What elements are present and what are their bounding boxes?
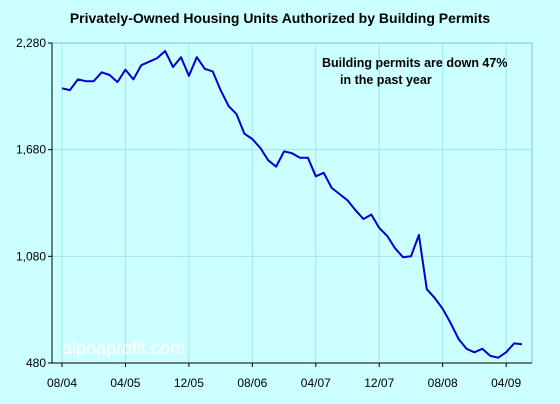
x-tick-label: 08/06 <box>237 376 267 390</box>
data-point <box>93 80 95 82</box>
data-point <box>378 227 380 229</box>
chart-title: Privately-Owned Housing Units Authorized… <box>69 10 491 26</box>
data-point <box>69 89 71 91</box>
annotation-line-1: Building permits are down 47% <box>322 56 507 70</box>
data-point <box>323 172 325 174</box>
data-point <box>196 56 198 58</box>
data-point <box>299 157 301 159</box>
data-point <box>394 247 396 249</box>
data-point <box>402 256 404 258</box>
data-point <box>204 68 206 70</box>
x-tick-labels: 08/04 04/05 12/05 08/06 04/07 12/07 08/08 04/09 <box>47 376 521 390</box>
data-point <box>386 235 388 237</box>
data-point <box>109 74 111 76</box>
data-point <box>362 218 364 220</box>
data-point <box>180 56 182 58</box>
data-point <box>434 297 436 299</box>
data-point <box>275 166 277 168</box>
data-point <box>172 66 174 68</box>
data-point <box>339 193 341 195</box>
data-point <box>450 322 452 324</box>
data-point <box>505 351 507 353</box>
plot-area <box>51 42 533 364</box>
data-point <box>481 348 483 350</box>
data-point <box>259 147 261 149</box>
y-tick-label: 480 <box>26 356 46 370</box>
y-tick-labels: 480 1,080 1,680 2,280 <box>16 36 46 370</box>
data-point <box>148 61 150 63</box>
data-point <box>140 64 142 66</box>
watermark-text: alphaprofit.com <box>62 338 185 358</box>
data-point <box>315 175 317 177</box>
x-tick-label: 08/04 <box>47 376 77 390</box>
data-point <box>489 355 491 357</box>
data-point <box>212 70 214 72</box>
data-point <box>267 159 269 161</box>
x-tick-label: 04/05 <box>110 376 140 390</box>
y-tick-label: 1,080 <box>16 249 46 263</box>
data-point <box>473 351 475 353</box>
data-point <box>124 69 126 71</box>
grid-lines <box>52 43 532 363</box>
data-point <box>85 80 87 82</box>
data-point <box>77 78 79 80</box>
axes <box>48 42 532 367</box>
data-point <box>442 308 444 310</box>
data-point <box>220 89 222 91</box>
data-point <box>101 71 103 73</box>
annotation-line-2: in the past year <box>340 73 432 87</box>
data-point <box>251 138 253 140</box>
data-point <box>426 288 428 290</box>
data-point <box>347 199 349 201</box>
data-point <box>283 150 285 152</box>
data-point <box>410 255 412 257</box>
data-point <box>466 348 468 350</box>
data-point <box>458 338 460 340</box>
data-point <box>188 75 190 77</box>
x-tick-label: 12/05 <box>174 376 204 390</box>
x-tick-label: 04/09 <box>491 376 521 390</box>
series-line-permits <box>61 50 523 359</box>
data-point <box>61 87 63 89</box>
data-point <box>236 113 238 115</box>
y-tick-label: 1,680 <box>16 143 46 157</box>
x-tick-label: 04/07 <box>301 376 331 390</box>
y-tick-label: 2,280 <box>16 36 46 50</box>
data-point <box>418 234 420 236</box>
data-point <box>156 57 158 59</box>
data-point <box>117 81 119 83</box>
series-layer <box>61 50 523 359</box>
data-point <box>513 342 515 344</box>
data-point <box>132 78 134 80</box>
data-point <box>243 133 245 135</box>
x-tick-label: 08/08 <box>428 376 458 390</box>
x-tick-label: 12/07 <box>364 376 394 390</box>
data-point <box>521 343 523 345</box>
data-point <box>497 357 499 359</box>
data-point <box>228 105 230 107</box>
data-point <box>331 187 333 189</box>
data-point <box>370 214 372 216</box>
data-point <box>164 50 166 52</box>
data-point <box>354 209 356 211</box>
data-point <box>291 152 293 154</box>
data-point <box>307 157 309 159</box>
